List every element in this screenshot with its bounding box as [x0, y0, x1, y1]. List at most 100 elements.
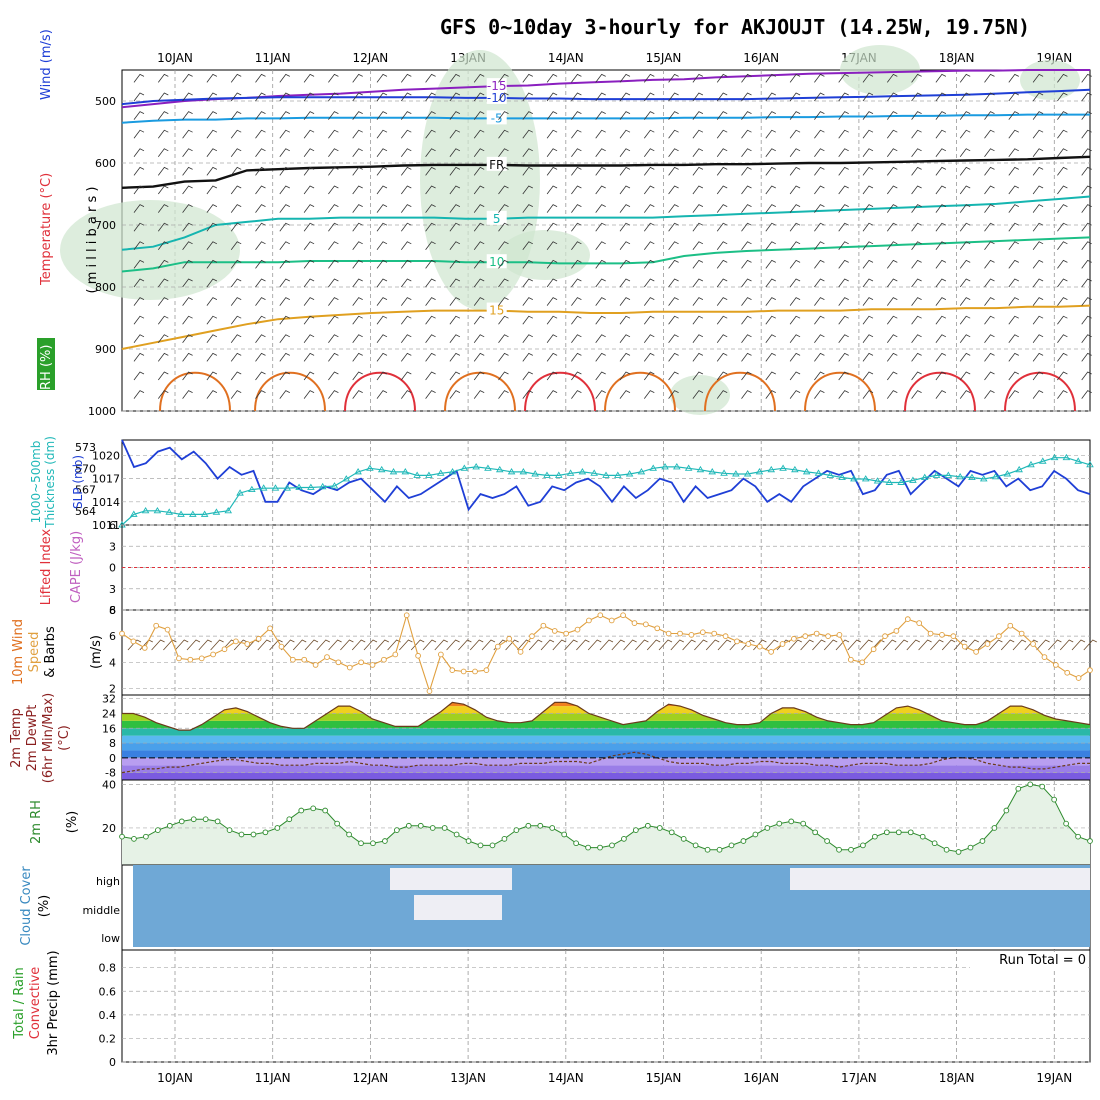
wind-barb: [376, 222, 388, 232]
wind-barb: [230, 129, 242, 139]
temperature-contour-warm: [444, 371, 516, 412]
wind-barb: [255, 92, 266, 102]
data-point: [501, 835, 508, 842]
wind-barb: [619, 111, 631, 120]
wind-barb: [595, 73, 606, 83]
wind-barb: [182, 315, 193, 325]
wind-barb: [984, 278, 995, 288]
wind-barb: [255, 222, 266, 232]
y-axis-title-line: (m/s): [89, 635, 104, 669]
wind-barb: [862, 371, 874, 381]
wind-barb: [303, 259, 315, 269]
wind-barb: [157, 315, 169, 325]
wind-barb: [716, 278, 728, 288]
date-label-top: 18JAN: [939, 51, 975, 65]
y-tick-label-left: 564: [75, 505, 96, 518]
wind-barb: [716, 334, 728, 344]
data-point: [1003, 470, 1012, 477]
wind-barb: [1081, 204, 1092, 213]
wind-barb: [862, 166, 874, 176]
wind-barb: [303, 129, 315, 139]
y-axis-title-line: (6hr Min/Max): [41, 693, 56, 783]
wind-barb: [984, 185, 995, 195]
data-point: [262, 829, 269, 836]
data-point: [1027, 460, 1035, 468]
temperature-contour-warm: [524, 371, 596, 412]
wind-barb: [1008, 204, 1019, 213]
wind-barb: [182, 185, 193, 195]
wind-barb: [886, 241, 898, 251]
wind-barb: [765, 371, 776, 381]
wind-barb: [959, 334, 971, 344]
data-point: [307, 483, 315, 490]
data-point: [861, 475, 870, 482]
wind-barb: [1081, 185, 1092, 195]
wind-barb: [814, 390, 825, 399]
wind-barb: [886, 315, 898, 325]
data-point: [200, 510, 209, 517]
data-point: [214, 818, 221, 825]
date-label-bottom: 16JAN: [743, 1071, 779, 1085]
data-point: [255, 635, 262, 642]
wind-barb: [984, 204, 995, 213]
data-point: [119, 833, 125, 840]
wind-barb: [1008, 73, 1019, 83]
data-point: [859, 659, 866, 666]
wind-barb: [279, 315, 290, 325]
data-point: [907, 829, 914, 836]
wind-barb: [595, 111, 606, 120]
y-tick-label: 40: [102, 778, 116, 791]
wind-barb: [959, 204, 971, 213]
y-axis-title-line: (%): [65, 811, 80, 834]
data-point: [621, 835, 627, 842]
data-point: [141, 645, 148, 651]
y-axis-title: RH (%) Temperature (°C) Wind (m/s): [37, 29, 55, 390]
wind-barb: [376, 241, 388, 251]
wind-barb: [473, 185, 485, 195]
data-point: [955, 849, 962, 855]
wind-barb: [279, 297, 290, 306]
data-point: [661, 463, 669, 470]
wind-barb: [935, 278, 947, 288]
wind-barb: [376, 297, 388, 306]
wind-barb: [595, 148, 606, 158]
y-axis-title-line: 2m DewPt: [25, 705, 40, 772]
data-point: [354, 468, 362, 475]
wind-barb: [540, 639, 555, 651]
data-point: [826, 471, 835, 478]
wind-barb: [279, 129, 290, 139]
wind-barb: [619, 297, 631, 306]
data-point: [791, 465, 799, 473]
wind-barb: [1057, 390, 1068, 399]
date-label-bottom: 18JAN: [939, 1071, 975, 1085]
wind-barb: [984, 297, 995, 306]
wind-barb: [814, 185, 825, 195]
wind-barb: [133, 334, 145, 344]
wind-barb: [619, 73, 631, 83]
wind-barb: [1081, 352, 1092, 362]
wind-barb: [814, 371, 825, 381]
data-point: [301, 656, 308, 663]
wind-barb: [789, 259, 801, 269]
wind-barb: [498, 241, 509, 251]
data-point: [453, 831, 460, 838]
wind-barb: [959, 278, 971, 288]
wind-barb: [571, 390, 582, 399]
data-point: [1064, 669, 1071, 676]
wind-barb: [230, 315, 242, 325]
wind-barb: [800, 639, 814, 651]
wind-barb: [862, 222, 874, 232]
contour-label-bg: [486, 89, 507, 104]
wind-barb: [984, 390, 995, 399]
data-point: [968, 473, 976, 480]
data-point: [460, 668, 467, 675]
data-point: [644, 822, 651, 829]
panel-cloud: high middle low Cloud Cover (%): [19, 864, 1091, 951]
wind-barb: [546, 129, 558, 139]
data-point: [244, 641, 251, 647]
data-point: [1062, 453, 1071, 461]
wind-barb: [882, 639, 897, 651]
date-label-bottom: 13JAN: [450, 1071, 486, 1085]
y-axis-title: ( m i l l i b a r s ): [85, 187, 100, 294]
wind-barb: [473, 371, 485, 381]
